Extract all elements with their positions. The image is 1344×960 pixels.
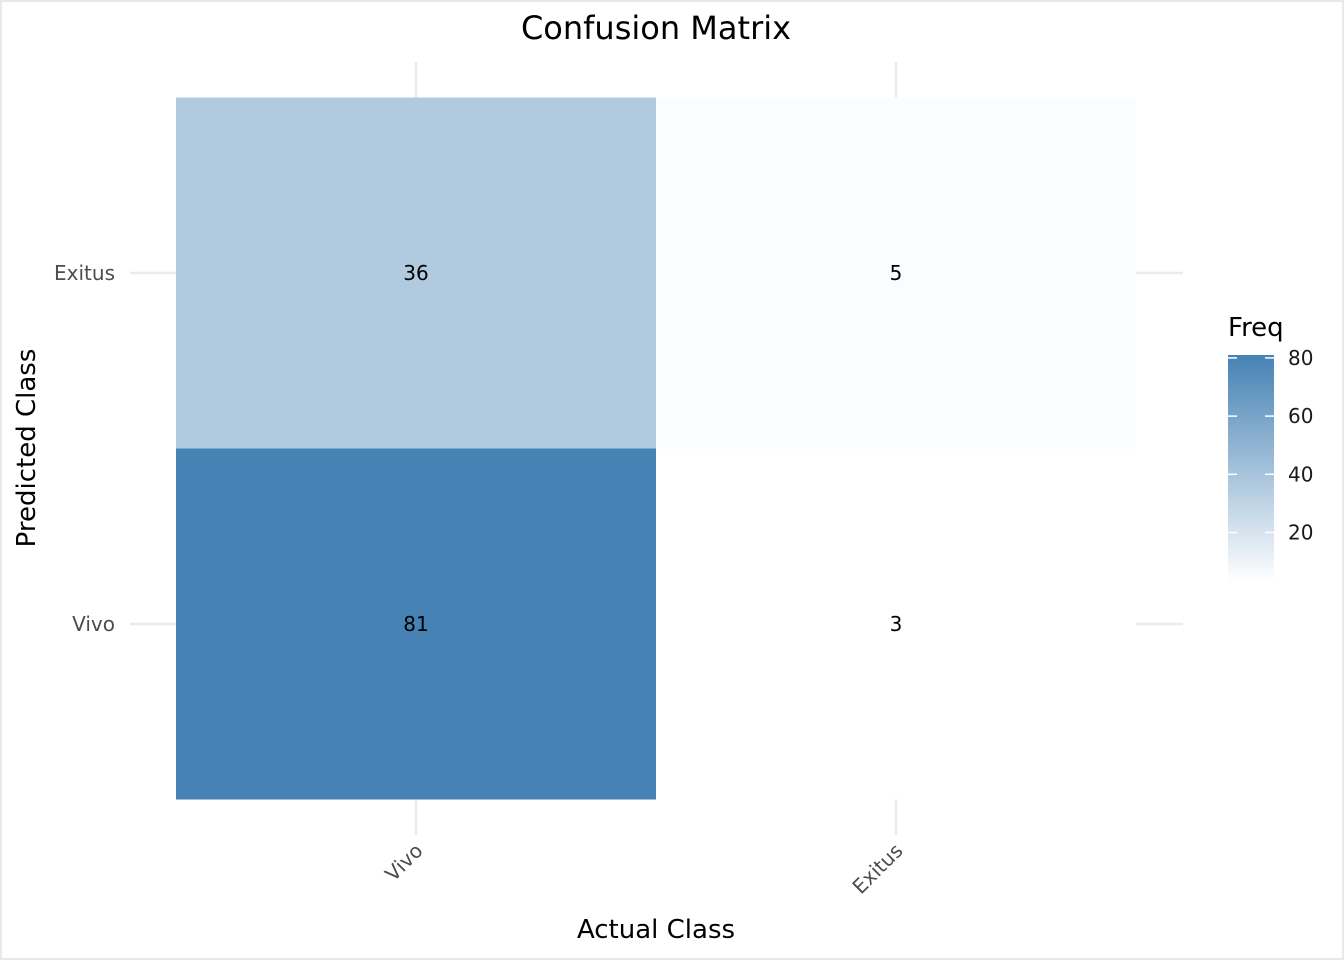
x-tick-label-vivo: Vivo <box>380 839 427 886</box>
heatmap-cell-exitus-exitus <box>656 97 1136 449</box>
y-tick-label-vivo: Vivo <box>72 612 115 636</box>
color-legend: Freq 20 40 60 80 <box>1228 313 1313 582</box>
cell-value-labels: 36 5 81 3 <box>403 261 902 636</box>
cell-value-exitus-vivo: 3 <box>890 612 903 636</box>
heatmap-cell-vivo-vivo <box>176 448 656 800</box>
legend-tick-label-40: 40 <box>1288 462 1313 486</box>
y-tick-label-exitus: Exitus <box>54 261 115 285</box>
cell-value-vivo-vivo: 81 <box>403 612 428 636</box>
legend-tick-label-20: 20 <box>1288 521 1313 545</box>
legend-color-bar <box>1228 355 1274 582</box>
heatmap-cell-exitus-vivo <box>656 448 1136 800</box>
x-axis-title: Actual Class <box>577 915 735 945</box>
x-tick-label-exitus: Exitus <box>847 839 907 899</box>
heatmap-cells <box>176 97 1136 800</box>
cell-value-vivo-exitus: 36 <box>403 261 428 285</box>
legend-tick-label-80: 80 <box>1288 346 1313 370</box>
y-axis-ticks: Exitus Vivo <box>54 261 115 636</box>
y-axis-title: Predicted Class <box>12 349 42 548</box>
legend-title: Freq <box>1228 313 1284 343</box>
legend-tick-label-60: 60 <box>1288 404 1313 428</box>
chart-title: Confusion Matrix <box>521 9 791 47</box>
x-axis-ticks: Vivo Exitus <box>380 839 907 899</box>
heatmap-cell-vivo-exitus <box>176 97 656 449</box>
cell-value-exitus-exitus: 5 <box>890 261 903 285</box>
legend-ticks: 20 40 60 80 <box>1228 346 1313 545</box>
